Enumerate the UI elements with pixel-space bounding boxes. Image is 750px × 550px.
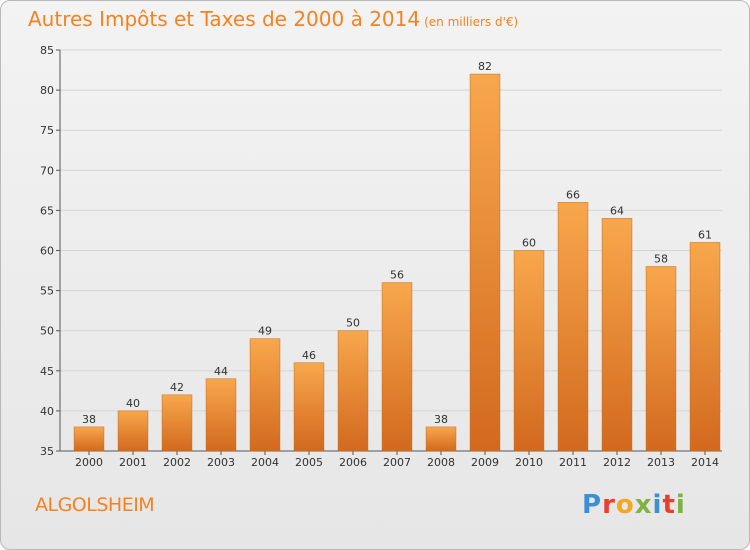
logo-letter: t <box>662 490 676 520</box>
value-label: 40 <box>126 397 140 410</box>
logo-letter: o <box>615 490 635 520</box>
y-tick-label: 50 <box>40 325 54 338</box>
y-tick-label: 65 <box>40 204 54 217</box>
bar-2012 <box>601 218 633 452</box>
value-label: 46 <box>302 349 316 362</box>
bar-2005 <box>293 362 325 452</box>
y-tick-label: 85 <box>40 44 54 57</box>
bars <box>73 73 721 452</box>
commune-name: ALGOLSHEIM <box>35 494 155 516</box>
bar-2010 <box>513 250 545 452</box>
y-tick-label: 60 <box>40 245 54 258</box>
x-tick-label: 2011 <box>559 456 587 469</box>
x-tick-label: 2003 <box>207 456 235 469</box>
x-tick-label: 2014 <box>691 456 719 469</box>
value-label: 61 <box>698 228 712 241</box>
x-tick-label: 2004 <box>251 456 279 469</box>
x-tick-label: 2005 <box>295 456 323 469</box>
value-label: 38 <box>434 413 448 426</box>
logo-letter: x <box>634 490 653 520</box>
y-tick-label: 35 <box>40 445 54 458</box>
bar-2002 <box>161 394 193 452</box>
logo-letter: P <box>582 490 603 520</box>
bar-2011 <box>557 202 589 452</box>
y-tick-label: 75 <box>40 124 54 137</box>
labels: 35 40 45 50 55 60 65 70 75 80 85 38 2000 40 2001 42 2002… <box>40 44 719 469</box>
logo-letter: i <box>652 490 663 520</box>
bar-2008 <box>425 426 457 452</box>
logo-letter: r <box>602 490 616 520</box>
value-label: 58 <box>654 253 668 266</box>
value-label: 56 <box>390 269 404 282</box>
x-tick-label: 2009 <box>471 456 499 469</box>
value-label: 42 <box>170 381 184 394</box>
bar-2000 <box>73 426 105 452</box>
x-tick-label: 2013 <box>647 456 675 469</box>
bar-2009 <box>469 73 501 452</box>
bar-2014 <box>689 242 721 452</box>
bar-2013 <box>645 266 677 452</box>
chart-title-text: Autres Impôts et Taxes de 2000 à 2014 <box>28 7 421 31</box>
bar-2003 <box>205 378 237 452</box>
value-label: 64 <box>610 204 624 217</box>
y-tick-label: 70 <box>40 164 54 177</box>
x-tick-label: 2001 <box>119 456 147 469</box>
x-tick-label: 2010 <box>515 456 543 469</box>
y-tick-label: 80 <box>40 84 54 97</box>
value-label: 38 <box>82 413 96 426</box>
value-label: 66 <box>566 188 580 201</box>
y-tick-label: 55 <box>40 285 54 298</box>
x-tick-label: 2008 <box>427 456 455 469</box>
value-label: 50 <box>346 317 360 330</box>
chart-subtitle: (en milliers d'€) <box>424 15 519 29</box>
chart-title: Autres Impôts et Taxes de 2000 à 2014 (en… <box>28 7 518 31</box>
logo-letter: i <box>675 490 686 520</box>
bar-2007 <box>381 282 413 452</box>
bar-2006 <box>337 330 369 452</box>
y-tick-label: 40 <box>40 405 54 418</box>
value-label: 44 <box>214 365 228 378</box>
x-tick-label: 2000 <box>75 456 103 469</box>
value-label: 82 <box>478 60 492 73</box>
x-tick-label: 2006 <box>339 456 367 469</box>
x-tick-label: 2002 <box>163 456 191 469</box>
bar-2001 <box>117 410 149 452</box>
y-tick-label: 45 <box>40 365 54 378</box>
proxiti-logo: Proxiti <box>582 490 686 520</box>
value-label: 49 <box>258 325 272 338</box>
bar-2004 <box>249 338 281 452</box>
x-tick-label: 2007 <box>383 456 411 469</box>
value-label: 60 <box>522 237 536 250</box>
x-tick-label: 2012 <box>603 456 631 469</box>
